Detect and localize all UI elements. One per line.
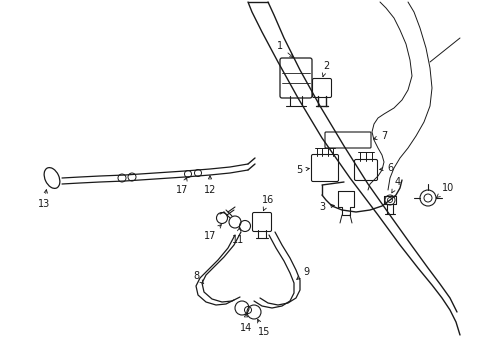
Text: 15: 15 [257,319,270,337]
Text: 14: 14 [240,314,252,333]
Text: 5: 5 [295,165,309,175]
FancyBboxPatch shape [312,78,331,98]
FancyBboxPatch shape [280,58,311,98]
Ellipse shape [44,168,60,188]
Text: 6: 6 [379,163,392,173]
Text: 10: 10 [436,183,453,198]
Text: 8: 8 [193,271,203,284]
Text: 4: 4 [391,177,400,193]
Text: 17: 17 [176,177,188,195]
FancyBboxPatch shape [354,159,377,180]
Text: 1: 1 [276,41,293,58]
FancyBboxPatch shape [325,132,370,148]
FancyBboxPatch shape [252,212,271,231]
Text: 16: 16 [262,195,274,211]
Text: 9: 9 [296,267,308,279]
Text: 7: 7 [373,131,386,141]
Text: 12: 12 [203,176,216,195]
Text: 17: 17 [203,225,221,241]
FancyBboxPatch shape [311,154,338,181]
Text: 2: 2 [322,61,328,77]
Text: 3: 3 [318,202,334,212]
Text: 13: 13 [38,190,50,209]
Text: 11: 11 [231,228,244,245]
